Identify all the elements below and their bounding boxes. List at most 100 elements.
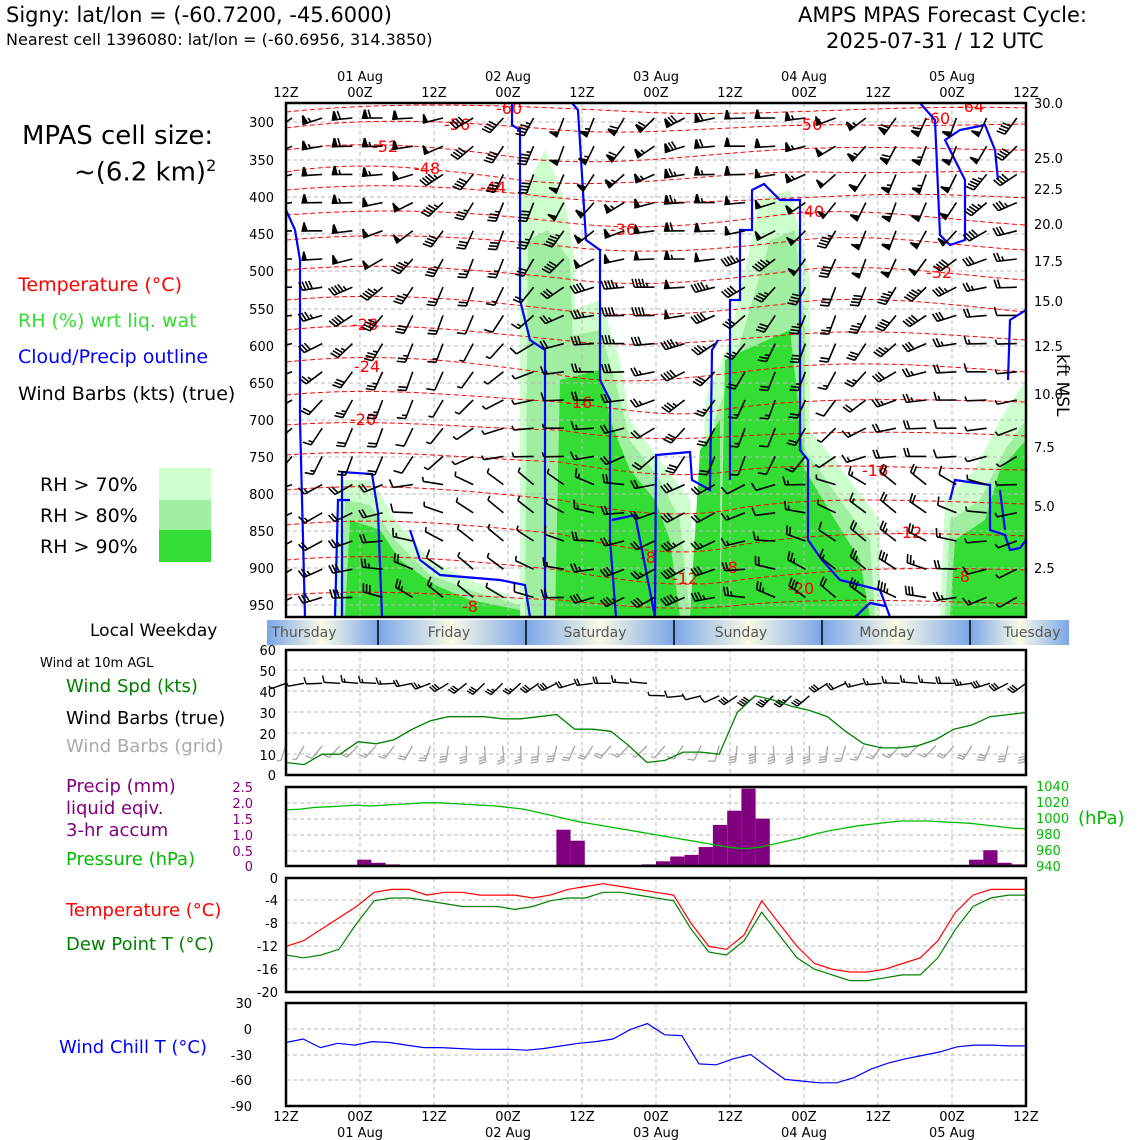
wind-barb	[808, 682, 828, 693]
wind-barb	[539, 365, 564, 376]
weekday-label: Thursday	[270, 625, 336, 641]
wind-barb	[604, 173, 625, 189]
wind-barb	[785, 201, 806, 216]
pressure-ytick: 960	[1036, 844, 1061, 859]
pressure-tick: 350	[249, 154, 274, 169]
wind-barb	[910, 117, 927, 138]
wind-barb	[872, 449, 897, 459]
wind-barb	[426, 371, 444, 391]
wind-barb	[882, 745, 901, 759]
precip-bars	[357, 788, 1026, 866]
wind-barb	[849, 202, 867, 222]
wind-panel: 60 50 40 30 20 10 0	[259, 644, 1028, 784]
top-time-tick: 12Z	[1013, 86, 1039, 101]
wind-barb	[849, 286, 867, 307]
wind-barbs-grid-label: Wind Barbs (grid)	[66, 736, 224, 757]
wind-barb	[286, 201, 293, 207]
wind-barb	[633, 173, 655, 184]
top-time-tick: 12Z	[865, 86, 891, 101]
cloud-outline	[998, 489, 1007, 531]
wind-barb	[422, 113, 444, 124]
wind-barb	[690, 565, 716, 577]
wind-barb	[328, 483, 353, 496]
wind-barb	[297, 593, 323, 605]
wind-barb	[362, 228, 383, 239]
wind-barb	[722, 586, 746, 599]
wind-barb	[631, 306, 655, 317]
wind-barb	[286, 427, 293, 442]
surface-barbs-true	[268, 674, 1027, 708]
wind-barb	[421, 476, 444, 486]
wind-barb	[718, 695, 738, 706]
wind-barb	[361, 314, 384, 332]
precip-ytick: 2.5	[232, 781, 253, 796]
precip-bar	[656, 861, 671, 866]
wind-barb	[511, 425, 534, 431]
wind-barb	[694, 252, 715, 263]
wind-barb	[909, 463, 927, 486]
dewpoint-line	[285, 891, 1026, 982]
wind-barb	[286, 483, 293, 492]
wind-barb	[548, 174, 565, 195]
bottom-time-tick: 12Z	[865, 1110, 891, 1125]
wind-barb	[720, 285, 746, 299]
top-date-label: 05 Aug	[929, 70, 975, 85]
wind-barb	[728, 745, 738, 764]
wind-barb	[483, 145, 505, 164]
wind-barb	[418, 745, 432, 762]
wind-barb	[336, 456, 354, 476]
windchill-frame	[284, 1001, 1028, 1108]
wind-barb	[690, 312, 716, 325]
isotherm-label: -60	[496, 99, 522, 118]
wind-barb	[329, 589, 353, 599]
height-tick: 7.5	[1034, 441, 1055, 456]
wind-barb	[375, 677, 395, 685]
wind-barb	[963, 335, 987, 345]
legend-rh80-swatch	[159, 500, 211, 530]
wind-barb	[630, 427, 655, 440]
windchill-ytick: -90	[231, 1100, 252, 1115]
wind-barb	[696, 427, 716, 447]
wind-barb	[994, 339, 1017, 345]
wind-barb	[360, 558, 383, 570]
wind-barb	[818, 258, 837, 279]
wind-barb	[286, 455, 293, 473]
height-tick: 10.0	[1034, 388, 1063, 403]
wind-barb	[902, 314, 927, 328]
wind-barb	[366, 399, 384, 420]
isotherm-label: -16	[862, 461, 888, 480]
weekday-segment	[970, 620, 1069, 645]
wind-barb	[634, 198, 655, 209]
wind-barb	[632, 745, 648, 758]
wind-barb	[871, 398, 897, 408]
wind-barb	[487, 495, 504, 514]
temperature-ytick: -4	[265, 894, 278, 909]
cloud-outline	[611, 513, 657, 617]
wind-barb	[661, 399, 686, 413]
cloud-outline	[728, 182, 892, 617]
wind-barb	[754, 168, 776, 179]
wind-barbs-true-label: Wind Barbs (true)	[66, 708, 226, 729]
wind-barb	[516, 525, 535, 542]
wind-barb	[392, 230, 414, 245]
wind-barb	[575, 202, 595, 219]
wind-barb	[546, 745, 558, 763]
wind-barb	[906, 553, 927, 570]
wind-barb	[660, 369, 685, 382]
top-time-tick: 00Z	[939, 86, 965, 101]
precip-bar	[727, 810, 742, 866]
height-tick: 20.0	[1034, 218, 1063, 233]
rh90-area	[345, 520, 520, 617]
wind-barb	[693, 193, 715, 204]
precip-bar	[570, 840, 585, 866]
wind-barb	[425, 427, 444, 445]
wind-barb	[724, 110, 746, 120]
wind-barb	[327, 283, 353, 296]
wind-barb	[541, 258, 565, 274]
wind-barb	[759, 371, 776, 392]
isotherm-line	[286, 422, 1026, 439]
isotherm-label: -44	[480, 178, 506, 197]
windchill-ytick: 0	[244, 1023, 252, 1038]
wind-barb	[935, 528, 957, 542]
temperature-frame	[284, 876, 1028, 994]
